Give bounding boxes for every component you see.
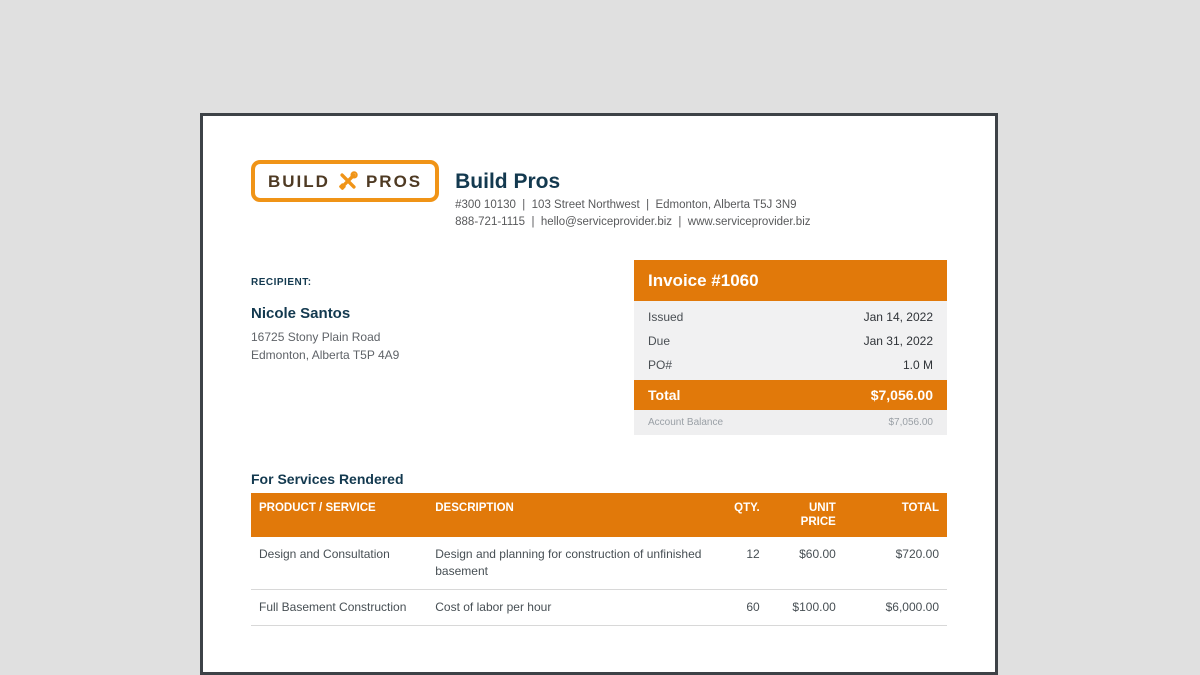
po-value: 1.0 M: [902, 357, 933, 372]
logo-word-build: BUILD: [268, 171, 330, 191]
services-table: PRODUCT / SERVICE DESCRIPTION QTY. UNIT …: [251, 492, 947, 626]
po-label: PO#: [648, 357, 673, 372]
document-header: BUILD PROS Build Pros #300 10130 | 103 S…: [251, 160, 947, 232]
due-value: Jan 31, 2022: [863, 333, 933, 348]
column-header-unit-price: UNIT PRICE: [767, 492, 844, 538]
services-table-header-row: PRODUCT / SERVICE DESCRIPTION QTY. UNIT …: [251, 492, 947, 538]
company-address-line1: #300 10130 | 103 Street Northwest | Edmo…: [455, 199, 797, 211]
company-contact-line: 888-721-1115 | hello@serviceprovider.biz…: [455, 216, 811, 229]
recipient-name: Nicole Santos: [251, 304, 351, 322]
cell-product: Full Basement Construction: [251, 589, 428, 626]
cell-description: Cost of labor per hour: [427, 589, 710, 626]
recipient-label: RECIPIENT:: [251, 276, 312, 288]
cell-unit-price: $60.00: [767, 537, 844, 590]
cell-total: $720.00: [843, 537, 947, 590]
column-header-total: TOTAL: [843, 492, 947, 538]
cell-product: Design and Consultation: [251, 537, 428, 590]
cell-unit-price: $100.00: [767, 589, 844, 626]
services-section: For Services Rendered PRODUCT / SERVICE …: [251, 471, 947, 626]
column-header-description: DESCRIPTION: [427, 492, 710, 538]
crossed-tools-icon: [339, 171, 358, 190]
due-label: Due: [648, 333, 671, 348]
account-balance-label: Account Balance: [648, 416, 724, 428]
logo-word-pros: PROS: [365, 171, 423, 191]
invoice-document: BUILD PROS Build Pros #300 10130 | 103 S…: [200, 113, 998, 675]
recipient-block: RECIPIENT: Nicole Santos 16725 Stony Pla…: [251, 260, 399, 435]
column-header-qty: QTY.: [709, 492, 768, 538]
summary-balance-row: Account Balance $7,056.00: [634, 409, 947, 435]
summary-row-due: Due Jan 31, 2022: [634, 329, 947, 353]
invoice-summary-box: Invoice #1060 Issued Jan 14, 2022 Due Ja…: [634, 259, 947, 435]
summary-row-po: PO# 1.0 M: [634, 353, 947, 377]
services-section-title: For Services Rendered: [251, 470, 404, 487]
cell-total: $6,000.00: [843, 589, 947, 626]
summary-row-issued: Issued Jan 14, 2022: [634, 305, 947, 329]
total-label: Total: [648, 386, 681, 403]
company-name: Build Pros: [455, 170, 561, 193]
invoice-number-heading: Invoice #1060: [634, 259, 947, 301]
issued-label: Issued: [648, 309, 684, 324]
account-balance-value: $7,056.00: [888, 416, 934, 428]
summary-total-row: Total $7,056.00: [634, 379, 947, 410]
company-logo: BUILD PROS: [251, 160, 440, 202]
table-row: Full Basement Construction Cost of labor…: [251, 589, 947, 626]
column-header-product-service: PRODUCT / SERVICE: [251, 492, 428, 538]
recipient-address-line1: 16725 Stony Plain Road: [251, 329, 381, 344]
cell-qty: 12: [709, 537, 768, 590]
recipient-address-line2: Edmonton, Alberta T5P 4A9: [251, 348, 400, 363]
table-row: Design and Consultation Design and plann…: [251, 537, 947, 590]
cell-description: Design and planning for construction of …: [427, 537, 710, 590]
total-value: $7,056.00: [870, 386, 933, 403]
cell-qty: 60: [709, 589, 768, 626]
issued-value: Jan 14, 2022: [863, 309, 933, 324]
